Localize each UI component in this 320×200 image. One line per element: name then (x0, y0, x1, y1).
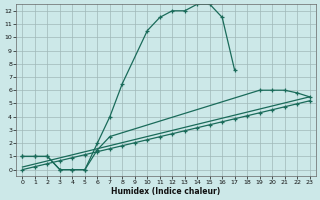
X-axis label: Humidex (Indice chaleur): Humidex (Indice chaleur) (111, 187, 221, 196)
